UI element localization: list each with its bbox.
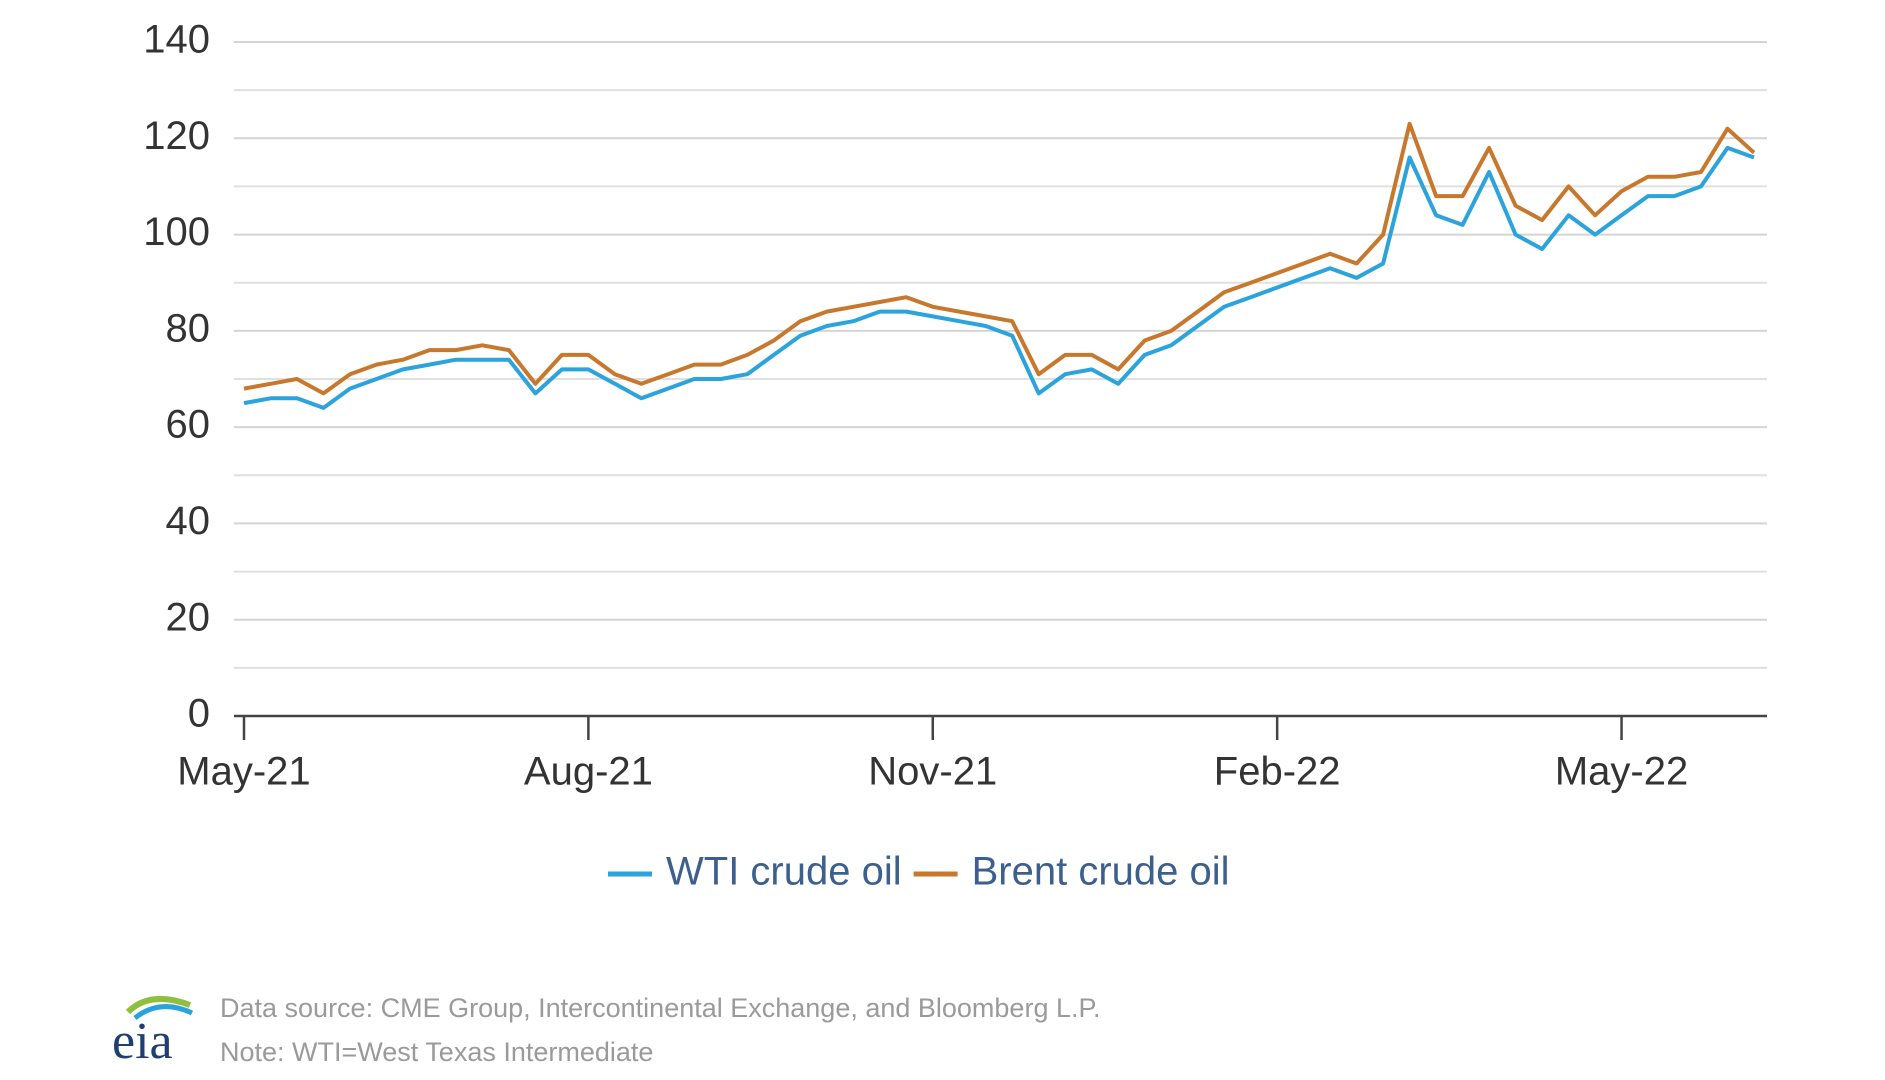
x-tick-label: Feb-22 [1214, 750, 1341, 794]
y-tick-label: 0 [188, 692, 210, 736]
series-line [243, 145, 1755, 410]
y-tick-label: 60 [166, 403, 211, 447]
series-line [243, 121, 1756, 396]
x-tick-label: May-22 [1555, 750, 1688, 794]
x-tick-label: Aug-21 [524, 750, 653, 794]
y-tick-label: 140 [143, 18, 210, 62]
x-tick-label: May-21 [177, 750, 310, 794]
logo-arc [133, 1004, 194, 1021]
y-tick-label: 80 [166, 306, 211, 350]
logo-arc [125, 995, 192, 1015]
y-tick-label: 20 [166, 595, 211, 639]
y-tick-label: 40 [166, 499, 211, 543]
legend-label: Brent crude oil [972, 850, 1230, 894]
note-text: Note: WTI=West Texas Intermediate [220, 1037, 653, 1067]
legend-item: Brent crude oil [913, 850, 1230, 894]
legend-item: WTI crude oil [608, 850, 902, 894]
legend-label: WTI crude oil [666, 850, 902, 894]
y-tick-label: 120 [143, 114, 210, 158]
y-tick-label: 100 [143, 210, 210, 254]
source-text: Data source: CME Group, Intercontinental… [220, 993, 1101, 1023]
logo: eia [112, 995, 194, 1070]
x-tick-label: Nov-21 [868, 750, 997, 794]
logo-text: eia [112, 1013, 173, 1070]
